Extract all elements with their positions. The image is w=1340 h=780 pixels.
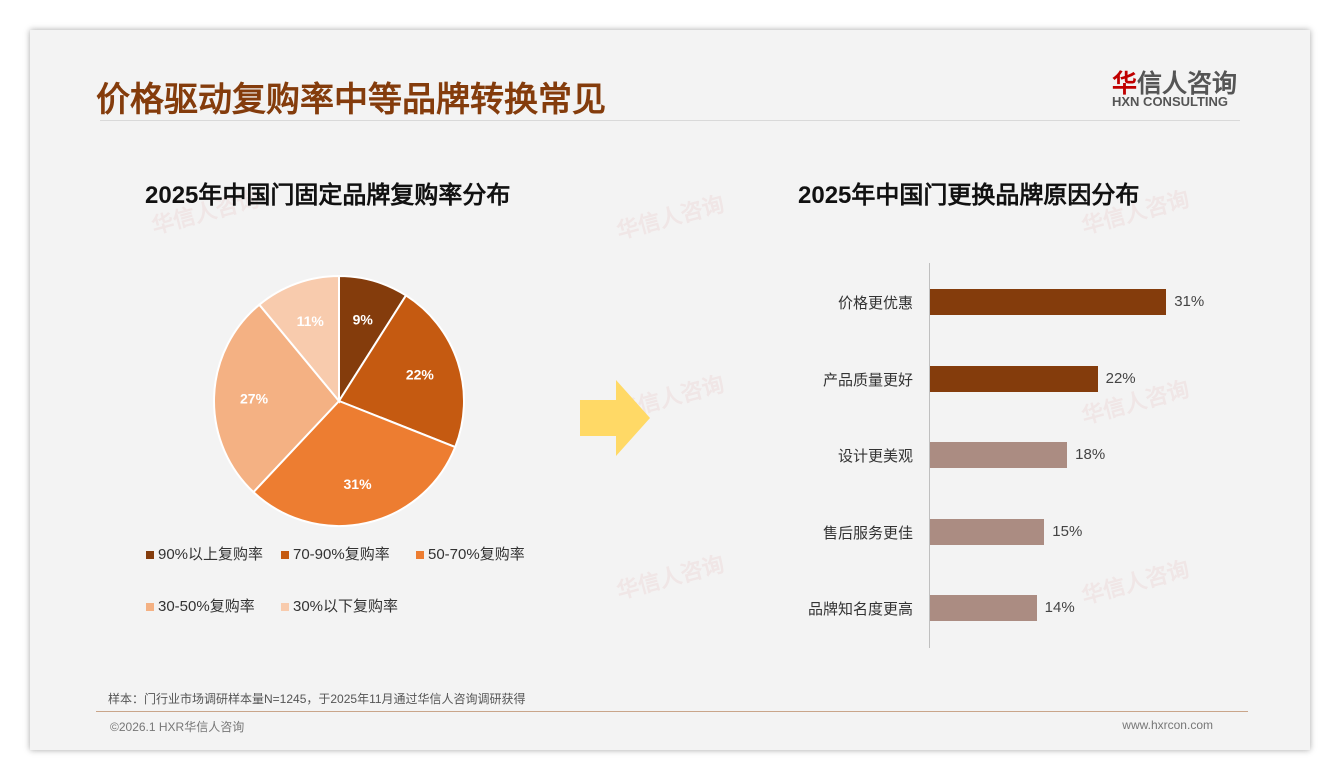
sample-note: 样本：门行业市场调研样本量N=1245，于2025年11月通过华信人咨询调研获得 — [108, 692, 526, 706]
legend-label: 70-90%复购率 — [293, 546, 390, 563]
legend-swatch — [146, 551, 154, 559]
bar-category-label: 设计更美观 — [837, 448, 913, 465]
pie-chart-title: 2025年中国门固定品牌复购率分布 — [145, 182, 511, 209]
bar-chart-title: 2025年中国门更换品牌原因分布 — [798, 182, 1140, 209]
pie-data-label: 22% — [406, 367, 435, 383]
footer-divider — [96, 711, 1248, 712]
pie-chart: 9% 22% 31% 27% 11% — [213, 274, 465, 527]
pie-data-label: 11% — [297, 313, 325, 329]
logo: 华信人咨询 — [1112, 70, 1238, 98]
bar-value-label: 18% — [1075, 446, 1106, 463]
legend-item: 30-50%复购率 — [146, 595, 255, 616]
legend-swatch — [281, 551, 289, 559]
legend-label: 50-70%复购率 — [428, 546, 525, 563]
slide: 价格驱动复购率中等品牌转换常见 华信人咨询 HXN CONSULTING 华信人… — [30, 30, 1310, 750]
logo-en: HXN CONSULTING — [1112, 94, 1229, 109]
legend-item: 90%以上复购率 — [146, 543, 263, 564]
bar — [930, 365, 1098, 392]
pie-data-label: 27% — [240, 390, 269, 406]
bar-category-label: 售后服务更佳 — [822, 524, 913, 542]
bar-value-label: 15% — [1052, 522, 1083, 540]
footer-copyright: ©2026.1 HXR华信人咨询 — [110, 720, 245, 734]
divider — [100, 120, 1240, 121]
legend-swatch — [281, 603, 289, 611]
bar-category-label: 品牌知名度更高 — [807, 601, 913, 618]
bar — [930, 442, 1068, 468]
legend-item: 30%以下复购率 — [281, 595, 398, 616]
page-title: 价格驱动复购率中等品牌转换常见 — [96, 81, 606, 119]
bar-value-label: 31% — [1174, 293, 1205, 310]
pie-data-label: 9% — [353, 311, 374, 327]
bar-value-label: 22% — [1105, 369, 1136, 387]
footer-url: www.hxrcon.com — [1122, 718, 1213, 732]
bar — [930, 289, 1167, 315]
pie-slice — [213, 303, 341, 494]
bar-category-label: 产品质量更好 — [822, 371, 913, 389]
legend-label: 30%以下复购率 — [293, 598, 399, 615]
y-axis — [929, 263, 930, 648]
legend-label: 90%以上复购率 — [158, 546, 264, 563]
pie-slice — [337, 294, 465, 449]
pie-slice — [257, 274, 340, 404]
bar-category-label: 价格更优惠 — [837, 295, 913, 312]
pie-data-label: 31% — [344, 476, 373, 492]
pie-slice — [252, 399, 457, 527]
legend-swatch — [146, 603, 154, 611]
legend-item: 50-70%复购率 — [416, 543, 525, 564]
bar-value-label: 14% — [1044, 599, 1075, 616]
legend-label: 30-50%复购率 — [158, 598, 255, 615]
arrow-right-icon — [580, 380, 650, 456]
legend-item: 70-90%复购率 — [281, 543, 390, 564]
bar — [930, 595, 1037, 621]
legend-swatch — [416, 551, 424, 559]
bar — [930, 518, 1045, 545]
